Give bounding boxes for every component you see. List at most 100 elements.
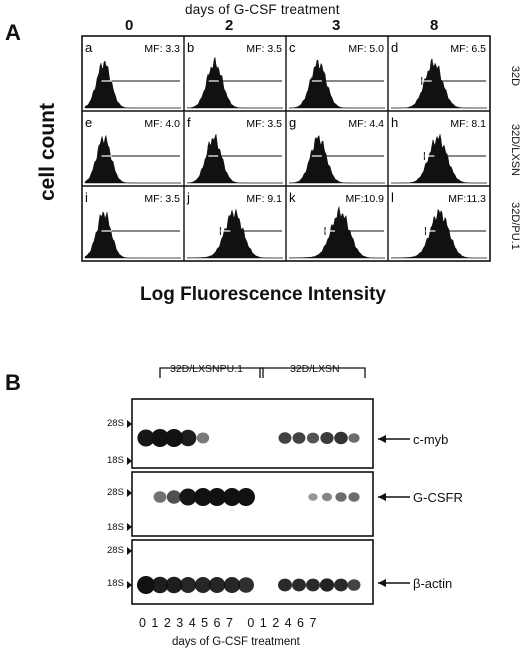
mf-value-h: MF: 8.1 <box>450 118 486 130</box>
lane-numbers: 0 1 2 3 4 5 6 7 0 1 2 4 6 7 <box>139 616 318 630</box>
band <box>151 576 169 594</box>
band <box>347 579 361 591</box>
band <box>292 578 306 592</box>
band <box>348 433 360 443</box>
cell-letter-k: k <box>289 190 296 205</box>
band <box>321 492 333 502</box>
mf-value-e: MF: 4.0 <box>144 118 180 130</box>
day-label-0: 0 <box>125 17 134 34</box>
day-label-2: 2 <box>225 17 234 34</box>
band <box>137 429 155 447</box>
panel-a-title: days of G-CSF treatment <box>185 2 340 17</box>
cell-letter-e: e <box>85 115 92 130</box>
cell-letter-l: l <box>391 190 394 205</box>
band <box>165 576 183 594</box>
marker-18s-3: 18S <box>107 578 124 589</box>
band <box>208 488 226 506</box>
marker-18s-1: 18S <box>107 455 124 466</box>
day-label-3: 3 <box>332 17 341 34</box>
histogram-b <box>186 57 283 109</box>
cell-letter-f: f <box>187 115 191 130</box>
marker-arrow <box>127 420 132 428</box>
band <box>237 488 255 506</box>
band <box>194 577 212 593</box>
histogram-a <box>84 60 181 109</box>
band <box>334 431 348 445</box>
histogram-f <box>186 134 283 184</box>
band <box>223 577 241 593</box>
histogram-j <box>186 209 283 259</box>
band <box>208 577 226 593</box>
band <box>166 490 182 504</box>
gene-label-gcsfr: G-CSFR <box>413 490 463 505</box>
marker-arrow <box>127 523 132 531</box>
blot-frame-1 <box>131 471 374 537</box>
mf-value-d: MF: 6.5 <box>450 43 486 55</box>
cell-letter-h: h <box>391 115 398 130</box>
band <box>196 432 210 444</box>
band <box>179 488 197 506</box>
band <box>179 429 197 447</box>
marker-18s-2: 18S <box>107 522 124 533</box>
cell-letter-j: j <box>186 190 190 205</box>
band <box>278 432 292 444</box>
band <box>165 429 183 447</box>
histogram-d <box>391 57 487 109</box>
band <box>320 432 334 444</box>
band <box>348 492 360 502</box>
band <box>179 577 197 593</box>
band <box>308 493 318 501</box>
gene-arrowhead <box>378 579 386 587</box>
cell-letter-i: i <box>85 190 88 205</box>
bracket-pu1 <box>159 367 264 378</box>
gene-label-bactin: β-actin <box>413 576 453 591</box>
mf-value-i: MF: 3.5 <box>144 193 180 205</box>
band <box>153 491 167 503</box>
bracket-lxsn <box>259 367 366 378</box>
cell-letter-g: g <box>289 115 296 130</box>
band <box>137 576 155 594</box>
gene-arrowhead <box>378 493 386 501</box>
marker-arrow <box>127 547 132 555</box>
marker-arrow <box>127 489 132 497</box>
panel-b-x-label: days of G-CSF treatment <box>172 636 300 648</box>
cell-letter-a: a <box>85 40 93 55</box>
histogram-l <box>390 208 487 259</box>
mf-value-f: MF: 3.5 <box>246 118 282 130</box>
x-axis-label: Log Fluorescence Intensity <box>140 284 386 305</box>
mf-value-a: MF: 3.3 <box>144 43 180 55</box>
marker-28s-1: 28S <box>107 418 124 429</box>
group-label-pu1: 32D/LXSNPU.1 <box>170 363 243 375</box>
mf-value-b: MF: 3.5 <box>246 43 282 55</box>
band <box>278 578 292 592</box>
marker-arrow <box>127 457 132 465</box>
band <box>194 488 212 506</box>
cell-letter-c: c <box>289 40 296 55</box>
band <box>292 432 306 444</box>
histogram-k <box>288 206 386 259</box>
histogram-e <box>84 135 181 184</box>
group-label-lxsn: 32D/LXSN <box>290 363 340 375</box>
mf-value-c: MF: 5.0 <box>348 43 384 55</box>
marker-28s-2: 28S <box>107 487 124 498</box>
mf-value-g: MF: 4.4 <box>348 118 384 130</box>
histogram-i <box>84 211 181 259</box>
band <box>319 578 335 592</box>
band <box>151 429 169 447</box>
panel-b-letter: B <box>5 370 21 395</box>
band <box>306 578 320 592</box>
band <box>223 488 241 506</box>
mf-value-j: MF: 9.1 <box>246 193 282 205</box>
band <box>306 432 320 444</box>
histogram-h <box>391 134 487 184</box>
panel-a-letter: A <box>5 20 21 45</box>
marker-28s-3: 28S <box>107 545 124 556</box>
cell-letter-d: d <box>391 40 398 55</box>
band <box>335 492 347 502</box>
mf-value-l: MF:11.3 <box>448 193 486 205</box>
marker-arrow <box>127 581 132 589</box>
cell-letter-b: b <box>187 40 194 55</box>
day-label-8: 8 <box>430 17 439 34</box>
